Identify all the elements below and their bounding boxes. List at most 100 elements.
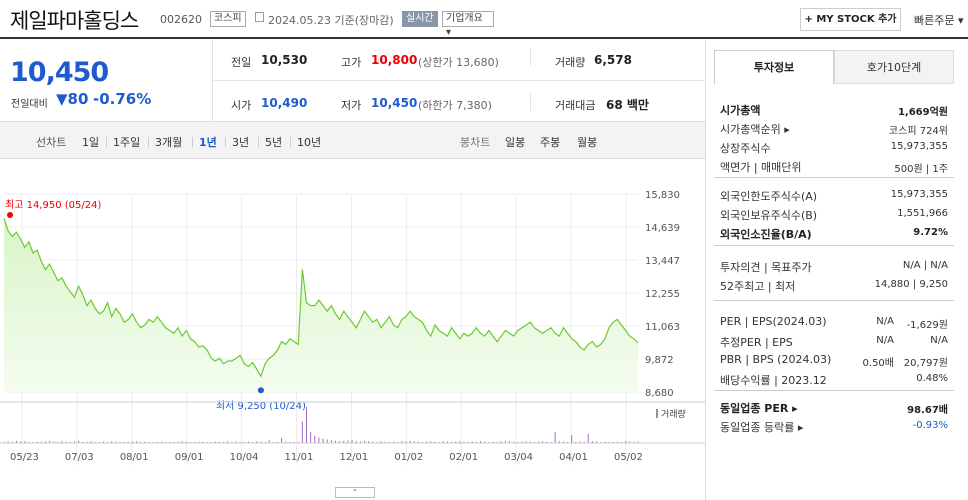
info-value: 9.72% (913, 227, 948, 238)
x-tick-label: 05/23 (10, 452, 39, 463)
info-value: 14,880 | 9,250 (874, 279, 948, 290)
info-value: N/A (930, 335, 948, 346)
tab-order-book[interactable]: 호가10단계 (834, 50, 954, 84)
line-chart-label: 선차트 (36, 136, 67, 149)
info-label: 상장주식수 (720, 142, 771, 155)
y-tick-label: 11,063 (645, 322, 680, 333)
candle-1[interactable]: 주봉 (540, 136, 561, 149)
calendar-icon (255, 12, 264, 22)
period-separator (225, 137, 226, 147)
x-tick-label: 07/03 (65, 452, 94, 463)
summary-divider (530, 93, 531, 111)
info-value-primary: 0.50배 (862, 358, 894, 369)
candle-0[interactable]: 일봉 (505, 136, 526, 149)
x-tick-label: 04/01 (559, 452, 588, 463)
info-label: 외국인소진율(B/A) (720, 228, 812, 241)
info-label: PER | EPS(2024.03) (720, 315, 827, 328)
period-2[interactable]: 3개월 (155, 136, 183, 149)
x-tick-label: 09/01 (175, 452, 204, 463)
add-mystock-button[interactable]: + MY STOCK 추가 (800, 8, 901, 31)
volume-label: 거래량 (661, 408, 686, 420)
info-value: 15,973,355 (890, 141, 948, 152)
info-label: 외국인보유주식수(B) (720, 209, 818, 222)
info-value: 코스피 724위 (888, 126, 948, 137)
min-marker (257, 387, 264, 394)
realtime-badge[interactable]: 실시간 (402, 11, 438, 27)
x-tick-label: 10/04 (230, 452, 259, 463)
x-tick-label: 02/01 (449, 452, 478, 463)
company-overview-button[interactable]: 기업개요 ▾ (442, 11, 494, 38)
candle-2[interactable]: 월봉 (577, 136, 598, 149)
info-separator (714, 390, 954, 391)
change-percent: -0.76% (93, 90, 152, 108)
investment-panel (705, 39, 968, 500)
candle-chart-label: 봉차트 (460, 136, 491, 149)
max-label: 최고 14,950 (05/24) (5, 199, 101, 211)
info-value: 1,551,966 (897, 208, 948, 219)
period-separator (258, 137, 259, 147)
info-value: 0.48% (916, 373, 948, 384)
fast-order-button[interactable]: 빠른주문 ▾ (914, 14, 964, 27)
amount-value: 68 백만 (606, 98, 649, 112)
low-label: 저가 (341, 99, 362, 112)
info-value-primary: N/A (876, 316, 894, 327)
info-label: 동일업종 PER ▸ (720, 402, 798, 415)
max-marker (7, 212, 13, 218)
period-4[interactable]: 3년 (232, 136, 250, 149)
low-value: 10,450 (371, 96, 418, 110)
period-1[interactable]: 1주일 (113, 136, 141, 149)
x-tick-label: 12/01 (339, 452, 368, 463)
stock-code: 002620 (160, 13, 202, 26)
high-label: 고가 (341, 56, 362, 69)
info-label: 투자의견 | 목표주가 (720, 261, 812, 274)
y-tick-label: 13,447 (645, 256, 680, 267)
tab-investment-info[interactable]: 투자정보 (714, 50, 834, 84)
summary-divider (530, 48, 531, 66)
price-line (3, 218, 639, 378)
prev-close-value: 10,530 (261, 53, 308, 67)
info-value: 15,973,355 (890, 189, 948, 200)
info-value: 20,797원 (903, 358, 948, 369)
info-label: PBR | BPS (2024.03) (720, 353, 832, 366)
header-divider (0, 37, 968, 39)
y-tick-label: 12,255 (645, 289, 680, 300)
period-5[interactable]: 5년 (265, 136, 283, 149)
collapse-chart-button[interactable]: ⌃ (335, 487, 375, 498)
current-price: 10,450 (10, 57, 109, 88)
open-label: 시가 (231, 99, 252, 112)
info-value: -0.93% (912, 420, 948, 431)
y-tick-label: 8,680 (645, 388, 674, 399)
period-separator (192, 137, 193, 147)
change-value: ▼80 (56, 90, 89, 108)
x-tick-label: 08/01 (120, 452, 149, 463)
y-tick-label: 14,639 (645, 223, 680, 234)
change-label: 전일대비 (11, 99, 48, 110)
info-label: 배당수익률 | 2023.12 (720, 374, 827, 387)
x-tick-label: 11/01 (285, 452, 314, 463)
price-chart[interactable]: 15,830 14,639 13,447 12,255 11,063 9,872 8,680… (0, 160, 705, 500)
info-label: 시가총액 (720, 104, 761, 117)
period-separator (290, 137, 291, 147)
volume-value: 6,578 (594, 53, 632, 67)
info-separator (714, 177, 954, 178)
x-tick-label: 05/02 (614, 452, 643, 463)
x-tick-label: 01/02 (394, 452, 423, 463)
info-separator (714, 245, 954, 246)
info-value: -1,629원 (906, 320, 948, 331)
info-separator (714, 300, 954, 301)
volume-label: 거래량 (555, 56, 586, 69)
period-6[interactable]: 10년 (297, 136, 322, 149)
info-value-primary: N/A (876, 335, 894, 346)
info-label: 추정PER | EPS (720, 336, 793, 349)
summary-row-divider (212, 80, 705, 81)
period-3[interactable]: 1년 (199, 136, 217, 149)
period-toolbar (0, 122, 705, 159)
x-tick-label: 03/04 (504, 452, 533, 463)
date-label: 2024.05.23 기준(장마감) (268, 14, 394, 27)
period-separator (148, 137, 149, 147)
min-label: 최저 9,250 (10/24) (216, 400, 306, 412)
lower-limit: (하한가 7,380) (418, 99, 492, 112)
info-value: N/A | N/A (902, 260, 948, 271)
period-0[interactable]: 1일 (82, 136, 100, 149)
price-summary (0, 39, 705, 122)
